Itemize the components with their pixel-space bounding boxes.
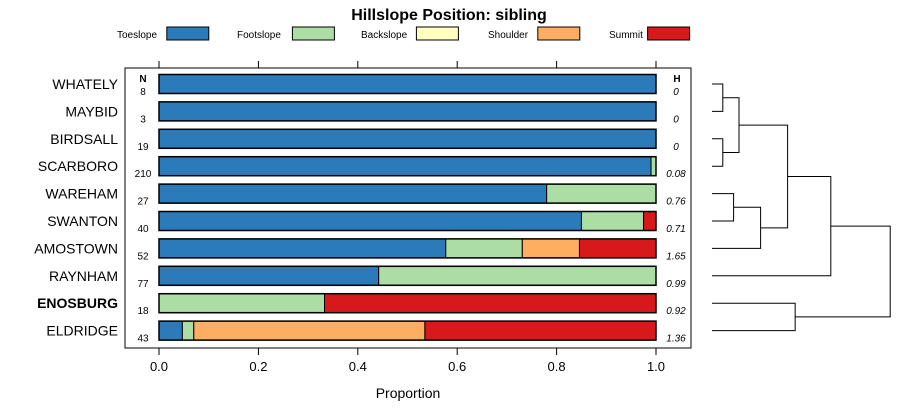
h-value: 0 (673, 142, 679, 153)
legend-label: Backslope (361, 30, 408, 41)
n-column-header: N (139, 74, 146, 85)
bar-segment-toeslope (158, 265, 380, 286)
bar-outline (158, 101, 657, 122)
legend-label: Toeslope (117, 30, 157, 41)
bar-segment-footslope (546, 183, 657, 204)
bar-segment-toeslope (158, 211, 582, 231)
plot-frame (124, 67, 692, 349)
row-label: ELDRIDGE (46, 323, 118, 339)
n-value: 77 (137, 279, 149, 290)
row-label: MAYBID (65, 103, 118, 119)
row-label: SWANTON (47, 213, 118, 229)
dendrogram-branch (712, 302, 796, 332)
dendrogram-branch (722, 97, 740, 153)
h-value: 0.08 (666, 169, 686, 180)
h-value: 0 (673, 114, 679, 125)
n-value: 18 (137, 306, 149, 317)
n-value: 43 (137, 334, 149, 345)
bar-outline (158, 238, 657, 259)
h-value: 0.92 (666, 306, 686, 317)
x-axis-label: Proportion (376, 385, 441, 401)
bar-segment-summit (578, 238, 657, 259)
h-column-header: H (673, 74, 680, 85)
bar-segment-toeslope (158, 183, 548, 204)
h-value: 0.76 (666, 197, 686, 208)
bar-segment-footslope (445, 238, 523, 259)
legend-label: Summit (609, 30, 643, 41)
legend: Toeslope Footslope Backslope Shoulder Summit (117, 26, 691, 41)
x-tick-label: 1.0 (647, 359, 665, 374)
legend-label: Footslope (237, 30, 281, 41)
legend-swatch (537, 26, 581, 41)
bar-segment-toeslope (158, 101, 657, 122)
dendrogram-branch (712, 206, 762, 249)
bar-outline (158, 128, 657, 150)
h-value: 1.65 (666, 251, 686, 262)
bar-segment-footslope (378, 265, 657, 286)
bar-rows: WHATELY 8 0 MAYBID 3 0 BIRDSALL 19 0 SCARBORO 210 0… (34, 73, 686, 345)
n-value: 8 (140, 87, 146, 98)
bar-segment-summit (424, 320, 657, 341)
x-tick-label: 0.2 (249, 359, 267, 374)
row-label: SCARBORO (38, 158, 118, 174)
bar-segment-toeslope (158, 74, 657, 94)
dendrogram-branch (712, 83, 724, 112)
x-tick-label: 0.6 (448, 359, 466, 374)
legend-swatch (166, 26, 210, 41)
bar-segment-toeslope (158, 238, 447, 259)
legend-swatch (647, 26, 691, 41)
n-value: 210 (135, 169, 152, 180)
dendrogram-branch (712, 193, 735, 222)
bar-outline (158, 265, 657, 287)
n-value: 19 (137, 142, 149, 153)
row-label: RAYNHAM (49, 268, 118, 284)
bar-segment-summit (643, 211, 657, 231)
dendrogram (712, 83, 891, 332)
row-label: AMOSTOWN (34, 240, 118, 256)
bar-outline (158, 210, 657, 232)
x-axis: 0.0 0.2 0.4 0.6 0.8 1.0 (150, 61, 665, 374)
h-value: 0.71 (666, 224, 685, 235)
bar-segment-footslope (158, 293, 326, 314)
bar-outline (158, 155, 657, 177)
n-value: 3 (140, 114, 146, 125)
n-value: 27 (137, 197, 149, 208)
bar-outline (158, 320, 657, 341)
bar-segment-toeslope (158, 320, 183, 341)
h-value: 0.99 (666, 279, 686, 290)
bar-segment-summit (324, 293, 657, 314)
bar-segment-shoulder (521, 238, 580, 259)
dendrogram-branch (795, 225, 891, 318)
bar-outline (158, 183, 657, 204)
x-tick-label: 0.0 (150, 359, 168, 374)
x-tick-label: 0.4 (349, 359, 367, 374)
n-value: 40 (137, 224, 149, 235)
h-value: 0 (673, 87, 679, 98)
x-tick-label: 0.8 (548, 359, 566, 374)
legend-swatch (291, 26, 335, 41)
row-label: ENOSBURG (37, 295, 118, 311)
bar-outline (158, 73, 657, 95)
chart-title: Hillslope Position: sibling (351, 7, 547, 24)
row-label: WHATELY (52, 76, 118, 92)
bar-outline (158, 292, 657, 314)
dendrogram-branch (739, 124, 789, 229)
row-label: WAREHAM (45, 186, 118, 202)
bar-segment-footslope (181, 320, 195, 341)
bar-segment-shoulder (193, 320, 426, 341)
row-label: BIRDSALL (50, 131, 118, 147)
bar-segment-toeslope (158, 128, 657, 149)
bar-segment-footslope (580, 211, 645, 231)
legend-swatch (415, 26, 459, 41)
legend-label: Shoulder (488, 30, 529, 41)
bar-segment-toeslope (158, 156, 652, 177)
dendrogram-branch (712, 138, 724, 167)
n-value: 52 (137, 251, 149, 262)
dendrogram-branch (712, 175, 832, 277)
h-value: 1.36 (666, 334, 686, 345)
